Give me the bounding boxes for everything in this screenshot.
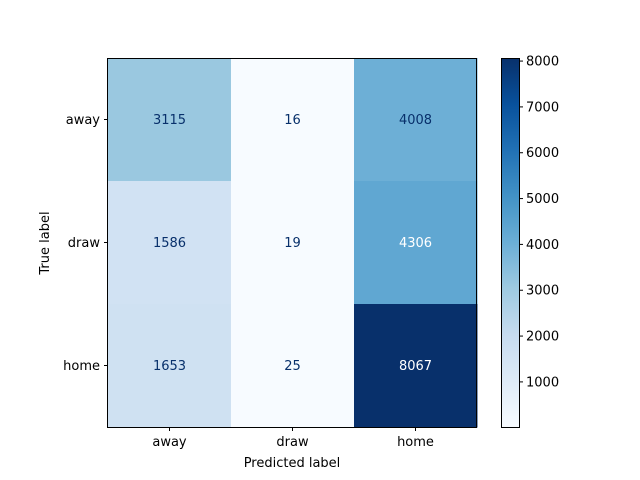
- colorbar-tick-label: 3000: [526, 284, 559, 299]
- heatmap-cell-home-home: [354, 304, 478, 428]
- colorbar: [501, 58, 519, 427]
- y-tick-label-away: away: [66, 113, 101, 128]
- cell-value-label: 1653: [153, 359, 186, 374]
- cell-value-label: 4306: [399, 236, 432, 251]
- cell-value-label: 16: [284, 113, 301, 128]
- colorbar-tick-label: 7000: [526, 100, 559, 115]
- cell-value-label: 19: [284, 236, 301, 251]
- colorbar-tick-label: 8000: [526, 55, 559, 70]
- heatmap-cell-away-away: [108, 58, 232, 182]
- cell-value-label: 4008: [399, 113, 432, 128]
- heatmap-cell-away-home: [354, 58, 478, 182]
- cell-value-label: 25: [284, 359, 301, 374]
- heatmap-cell-draw-away: [108, 181, 232, 305]
- colorbar-tick-label: 5000: [526, 192, 559, 207]
- cell-value-label: 1586: [153, 236, 186, 251]
- heatmap-cell-home-away: [108, 304, 232, 428]
- heatmap-cell-away-draw: [231, 58, 355, 182]
- y-tick-label-home: home: [63, 359, 100, 374]
- colorbar-tick-label: 4000: [526, 238, 559, 253]
- colorbar-ticks: 1000 2000 3000 4000 5000 6000 7000 8000: [519, 55, 559, 390]
- colorbar-frame: [501, 58, 520, 428]
- y-axis-ticks: away draw home: [63, 113, 108, 374]
- y-tick-label-draw: draw: [68, 236, 101, 251]
- colorbar-tick-label: 6000: [526, 146, 559, 161]
- heatmap-cell-home-draw: [231, 304, 355, 428]
- x-tick-label-draw: draw: [276, 435, 309, 450]
- cell-value-label: 3115: [153, 113, 186, 128]
- heatmap-cell-draw-home: [354, 181, 478, 305]
- cell-value-labels: 3115 16 4008 1586 19 4306 1653 25 8067: [153, 113, 432, 374]
- heatmap-cell-draw-draw: [231, 181, 355, 305]
- colorbar-tick-label: 1000: [526, 375, 559, 390]
- cell-value-label: 8067: [399, 359, 432, 374]
- x-axis-ticks: away draw home: [152, 427, 434, 450]
- colorbar-tick-label: 2000: [526, 330, 559, 345]
- x-axis-label: Predicted label: [244, 456, 341, 471]
- heatmap-cells: [108, 58, 478, 428]
- y-axis-label: True label: [38, 211, 53, 275]
- x-tick-label-away: away: [152, 435, 187, 450]
- x-tick-label-home: home: [397, 435, 434, 450]
